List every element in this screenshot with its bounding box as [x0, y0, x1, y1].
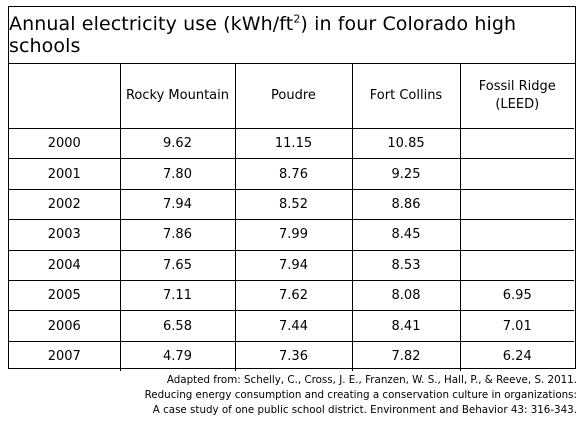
rocky-mountain-cell: 7.86: [119, 219, 236, 251]
fort-collins-cell: 10.85: [351, 128, 461, 160]
fort-collins-cell: 7.82: [351, 340, 461, 372]
header-rocky-mountain: Rocky Mountain: [119, 64, 236, 129]
citation: Adapted from: Schelly, C., Cross, J. E.,…: [145, 373, 577, 418]
table-row: 2004 7.65 7.94 8.53: [9, 249, 574, 281]
poudre-cell: 7.94: [234, 249, 353, 281]
poudre-cell: 8.52: [234, 188, 353, 221]
fossil-ridge-cell: [459, 128, 574, 160]
header-poudre: Poudre: [234, 64, 353, 129]
year-cell: 2006: [9, 310, 121, 342]
table-body: 2000 9.62 11.15 10.85 2001 7.80 8.76 9.25 2002 7.…: [9, 128, 574, 372]
rocky-mountain-cell: 7.94: [119, 188, 236, 221]
poudre-cell: 11.15: [234, 128, 353, 160]
rocky-mountain-cell: 4.79: [119, 340, 236, 372]
fossil-ridge-cell: [459, 158, 574, 190]
header-year: [9, 64, 121, 129]
fort-collins-cell: 8.41: [351, 310, 461, 342]
table-row: 2002 7.94 8.52 8.86: [9, 188, 574, 221]
table-row: 2000 9.62 11.15 10.85: [9, 128, 574, 160]
table-title: Annual electricity use (kWh/ft2) in four…: [9, 12, 517, 57]
fossil-ridge-cell: 7.01: [459, 310, 574, 342]
header-fossil-ridge: Fossil Ridge (LEED): [459, 64, 574, 129]
citation-line-3: A case study of one public school distri…: [152, 404, 577, 416]
table-row: 2005 7.11 7.62 8.08 6.95: [9, 279, 574, 312]
rocky-mountain-cell: 9.62: [119, 128, 236, 160]
rocky-mountain-cell: 6.58: [119, 310, 236, 342]
poudre-cell: 8.76: [234, 158, 353, 190]
rocky-mountain-cell: 7.11: [119, 279, 236, 312]
citation-line-1: Adapted from: Schelly, C., Cross, J. E.,…: [166, 374, 577, 386]
poudre-cell: 7.99: [234, 219, 353, 251]
poudre-cell: 7.62: [234, 279, 353, 312]
year-cell: 2005: [9, 279, 121, 312]
year-cell: 2001: [9, 158, 121, 190]
year-cell: 2003: [9, 219, 121, 251]
header-fossil-ridge-line2: (LEED): [495, 97, 540, 112]
year-cell: 2004: [9, 249, 121, 281]
header-fort-collins: Fort Collins: [351, 64, 461, 129]
rocky-mountain-cell: 7.80: [119, 158, 236, 190]
year-cell: 2002: [9, 188, 121, 221]
fort-collins-cell: 8.08: [351, 279, 461, 312]
table-row: 2001 7.80 8.76 9.25: [9, 158, 574, 190]
fossil-ridge-cell: 6.24: [459, 340, 574, 372]
fossil-ridge-cell: 6.95: [459, 279, 574, 312]
poudre-cell: 7.44: [234, 310, 353, 342]
poudre-cell: 7.36: [234, 340, 353, 372]
rocky-mountain-cell: 7.65: [119, 249, 236, 281]
citation-line-2: Reducing energy consumption and creating…: [144, 389, 577, 401]
year-cell: 2007: [9, 340, 121, 372]
fort-collins-cell: 8.45: [351, 219, 461, 251]
fort-collins-cell: 8.86: [351, 188, 461, 221]
year-cell: 2000: [9, 128, 121, 160]
fort-collins-cell: 9.25: [351, 158, 461, 190]
title-row: Annual electricity use (kWh/ft2) in four…: [9, 7, 575, 64]
table-row: 2007 4.79 7.36 7.82 6.24: [9, 340, 574, 372]
table-frame: Annual electricity use (kWh/ft2) in four…: [8, 6, 576, 372]
table-row: 2006 6.58 7.44 8.41 7.01: [9, 310, 574, 342]
fossil-ridge-cell: [459, 188, 574, 221]
header-row: Rocky Mountain Poudre Fort Collins Fossi…: [9, 64, 574, 129]
data-table: Rocky Mountain Poudre Fort Collins Fossi…: [9, 64, 574, 372]
fossil-ridge-cell: [459, 219, 574, 251]
header-fossil-ridge-line1: Fossil Ridge: [478, 79, 556, 95]
table-row: 2003 7.86 7.99 8.45: [9, 219, 574, 251]
fossil-ridge-cell: [459, 249, 574, 281]
fort-collins-cell: 8.53: [351, 249, 461, 281]
